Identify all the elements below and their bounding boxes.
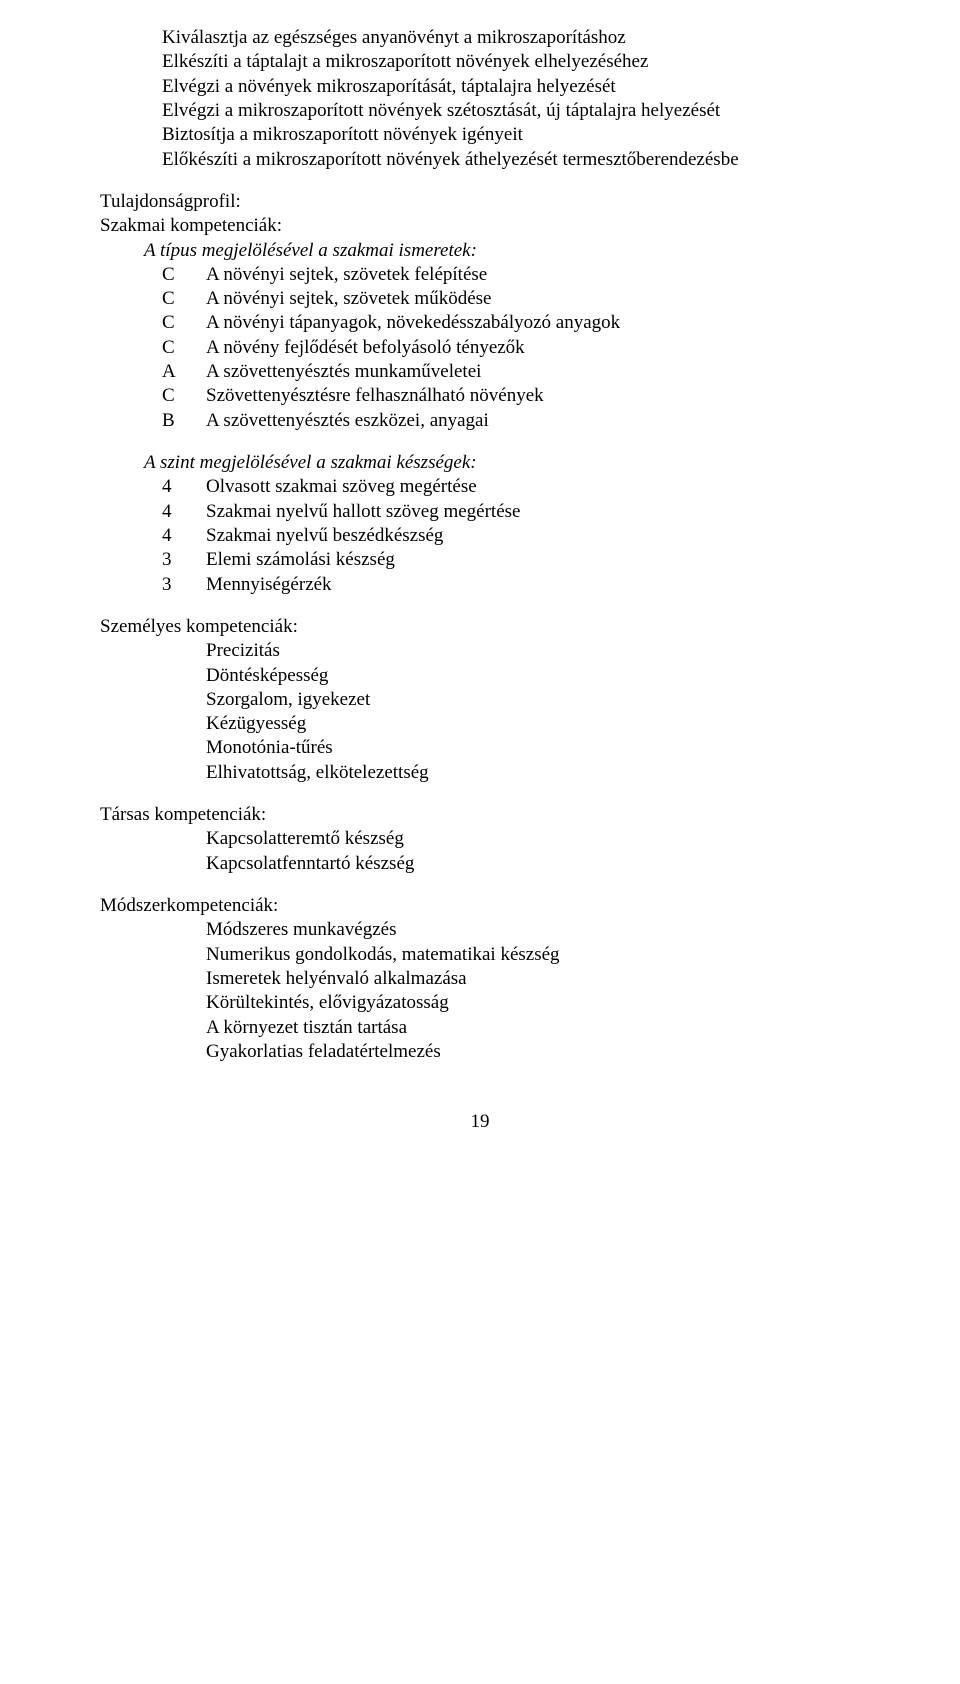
intro-line: Kiválasztja az egészséges anyanövényt a …: [100, 26, 860, 50]
item-key: C: [162, 311, 206, 335]
szemelyes-heading: Személyes kompetenciák:: [100, 615, 860, 639]
list-item: C Szövettenyésztésre felhasználható növé…: [100, 384, 860, 408]
item-key: C: [162, 287, 206, 311]
item-key: C: [162, 384, 206, 408]
item-value: A szövettenyésztés eszközei, anyagai: [206, 409, 860, 433]
item-value: Mennyiségérzék: [206, 573, 860, 597]
list-item: Kapcsolatfenntartó készség: [100, 852, 860, 876]
list-item: 3 Mennyiségérzék: [100, 573, 860, 597]
item-value: A növényi sejtek, szövetek felépítése: [206, 263, 860, 287]
list-item: 4 Szakmai nyelvű hallott szöveg megértés…: [100, 500, 860, 524]
item-value: Olvasott szakmai szöveg megértése: [206, 475, 860, 499]
szint-heading: A szint megjelölésével a szakmai készség…: [100, 451, 860, 475]
list-item: C A növényi sejtek, szövetek működése: [100, 287, 860, 311]
list-item: C A növény fejlődését befolyásoló tényez…: [100, 336, 860, 360]
list-item: Döntésképesség: [100, 664, 860, 688]
list-item: C A növényi tápanyagok, növekedésszabály…: [100, 311, 860, 335]
item-value: A szövettenyésztés munkaműveletei: [206, 360, 860, 384]
item-key: 3: [162, 573, 206, 597]
item-key: 4: [162, 500, 206, 524]
list-item: 4 Szakmai nyelvű beszédkészség: [100, 524, 860, 548]
list-item: 3 Elemi számolási készség: [100, 548, 860, 572]
tulajdonsagprofil-heading: Tulajdonságprofil:: [100, 190, 860, 214]
intro-line: Előkészíti a mikroszaporított növények á…: [100, 148, 860, 172]
page-number: 19: [100, 1110, 860, 1134]
item-value: Szakmai nyelvű hallott szöveg megértése: [206, 500, 860, 524]
item-key: C: [162, 336, 206, 360]
intro-line: Biztosítja a mikroszaporított növények i…: [100, 123, 860, 147]
item-value: Szövettenyésztésre felhasználható növény…: [206, 384, 860, 408]
tarsas-list: Kapcsolatteremtő készség Kapcsolatfennta…: [100, 827, 860, 876]
item-key: C: [162, 263, 206, 287]
list-item: Módszeres munkavégzés: [100, 918, 860, 942]
item-value: A növény fejlődését befolyásoló tényezők: [206, 336, 860, 360]
item-key: A: [162, 360, 206, 384]
list-item: Kézügyesség: [100, 712, 860, 736]
list-item: A környezet tisztán tartása: [100, 1016, 860, 1040]
item-key: 3: [162, 548, 206, 572]
item-key: 4: [162, 524, 206, 548]
modszer-list: Módszeres munkavégzés Numerikus gondolko…: [100, 918, 860, 1064]
item-key: 4: [162, 475, 206, 499]
intro-line: Elvégzi a növények mikroszaporítását, tá…: [100, 75, 860, 99]
szemelyes-list: Precizitás Döntésképesség Szorgalom, igy…: [100, 639, 860, 785]
szint-list: 4 Olvasott szakmai szöveg megértése 4 Sz…: [100, 475, 860, 597]
item-value: A növényi sejtek, szövetek működése: [206, 287, 860, 311]
intro-line: Elvégzi a mikroszaporított növények szét…: [100, 99, 860, 123]
item-value: Elemi számolási készség: [206, 548, 860, 572]
list-item: Precizitás: [100, 639, 860, 663]
intro-block: Kiválasztja az egészséges anyanövényt a …: [100, 26, 860, 172]
list-item: Gyakorlatias feladatértelmezés: [100, 1040, 860, 1064]
list-item: Körültekintés, elővigyázatosság: [100, 991, 860, 1015]
item-value: Szakmai nyelvű beszédkészség: [206, 524, 860, 548]
list-item: Szorgalom, igyekezet: [100, 688, 860, 712]
list-item: C A növényi sejtek, szövetek felépítése: [100, 263, 860, 287]
tipus-list: C A növényi sejtek, szövetek felépítése …: [100, 263, 860, 433]
szakmai-kompetenciak-heading: Szakmai kompetenciák:: [100, 214, 860, 238]
list-item: Numerikus gondolkodás, matematikai készs…: [100, 943, 860, 967]
tipus-heading: A típus megjelölésével a szakmai ismeret…: [100, 239, 860, 263]
tarsas-heading: Társas kompetenciák:: [100, 803, 860, 827]
list-item: 4 Olvasott szakmai szöveg megértése: [100, 475, 860, 499]
list-item: A A szövettenyésztés munkaműveletei: [100, 360, 860, 384]
list-item: B A szövettenyésztés eszközei, anyagai: [100, 409, 860, 433]
list-item: Monotónia-tűrés: [100, 736, 860, 760]
item-value: A növényi tápanyagok, növekedésszabályoz…: [206, 311, 860, 335]
intro-line: Elkészíti a táptalajt a mikroszaporított…: [100, 50, 860, 74]
list-item: Elhivatottság, elkötelezettség: [100, 761, 860, 785]
item-key: B: [162, 409, 206, 433]
list-item: Ismeretek helyénvaló alkalmazása: [100, 967, 860, 991]
modszer-heading: Módszerkompetenciák:: [100, 894, 860, 918]
list-item: Kapcsolatteremtő készség: [100, 827, 860, 851]
